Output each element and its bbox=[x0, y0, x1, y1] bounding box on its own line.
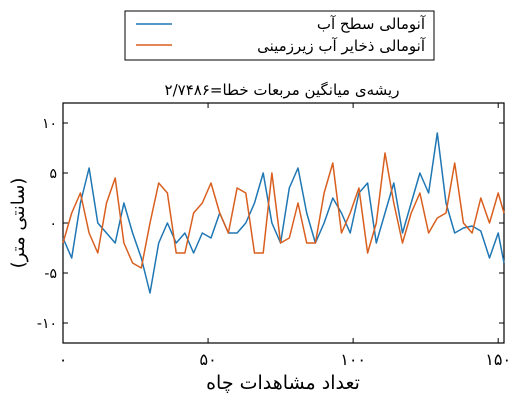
chart-title: ریشه‌ی میانگین مربعات خطا=۲/۷۴۸۶ bbox=[165, 81, 400, 99]
x-axis-ticks: ۰ ۵۰ ۱۰۰ ۱۵۰ bbox=[59, 103, 510, 369]
y-tick-label: -۵ bbox=[44, 266, 57, 282]
x-tick-label: ۱۵۰ bbox=[485, 350, 510, 369]
x-tick-label: ۱۰۰ bbox=[340, 350, 366, 369]
series-line-1 bbox=[62, 152, 505, 269]
y-tick-label: ۱۰ bbox=[42, 116, 57, 132]
y-tick-label: -۱۰ bbox=[37, 316, 57, 332]
x-tick-label: ۰ bbox=[59, 350, 68, 369]
legend-box bbox=[124, 10, 435, 61]
series-line-0 bbox=[62, 132, 505, 294]
y-axis-ticks: ۱۰ ۵ ۰ -۵ -۱۰ bbox=[37, 116, 504, 332]
legend-label-series-0: آنومالی سطح آب bbox=[317, 15, 426, 33]
y-tick-label: ۵ bbox=[49, 166, 57, 182]
series-layer bbox=[62, 132, 505, 294]
legend: آنومالی سطح آب آنومالی ذخایر آب زیرزمینی bbox=[124, 10, 435, 61]
y-tick-label: ۰ bbox=[49, 216, 57, 232]
y-axis-label: (سانتی متر) bbox=[8, 178, 29, 269]
legend-label-series-1: آنومالی ذخایر آب زیرزمینی bbox=[257, 37, 426, 55]
x-tick-label: ۵۰ bbox=[199, 350, 216, 369]
x-axis-label: تعداد مشاهدات چاه bbox=[206, 372, 360, 394]
